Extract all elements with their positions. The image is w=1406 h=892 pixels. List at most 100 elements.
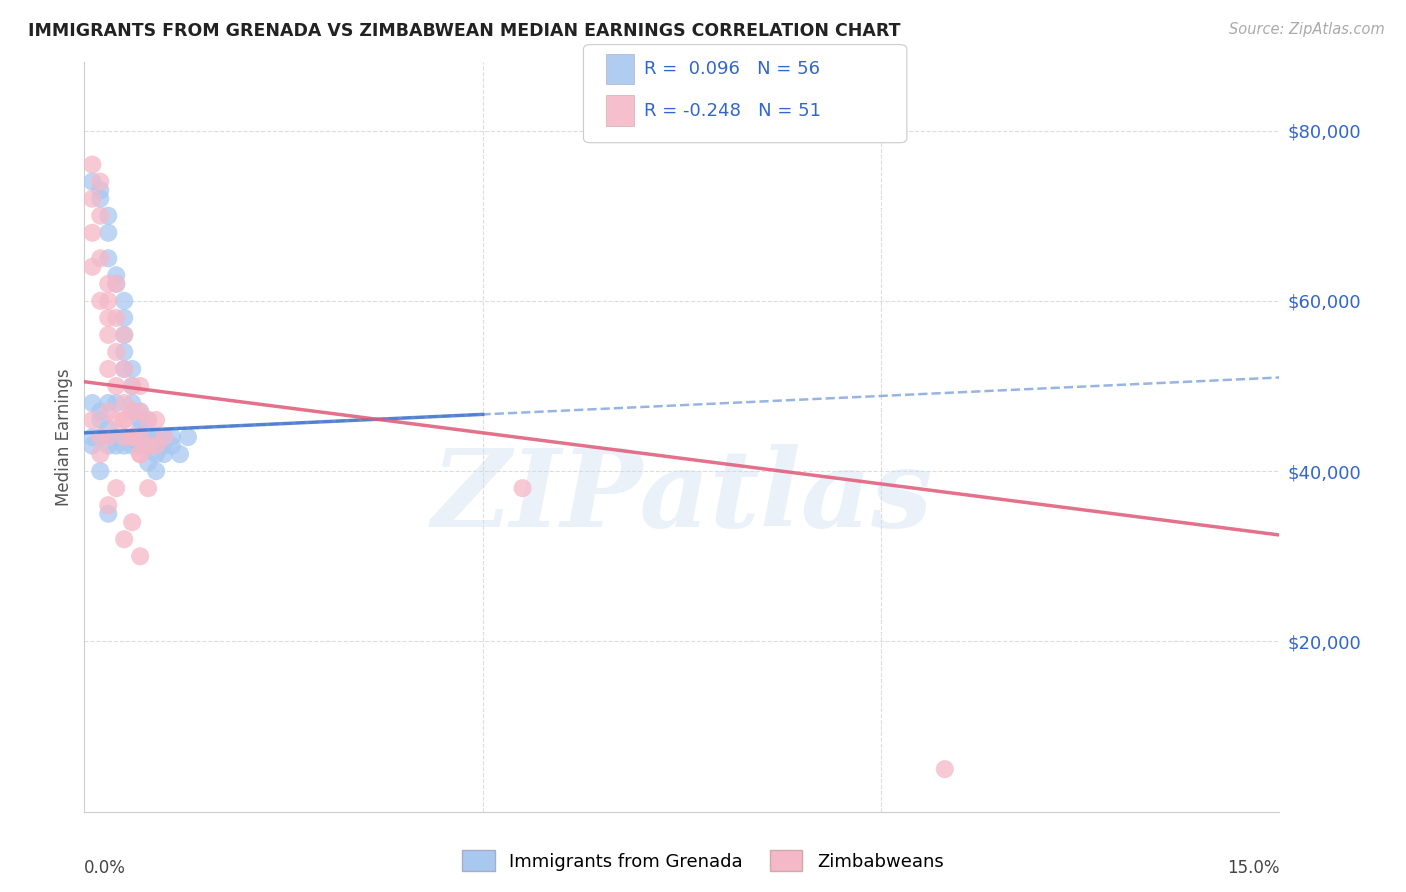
- Point: [89, 252, 111, 266]
- Point: [121, 404, 143, 418]
- Point: [97, 507, 120, 521]
- Point: [145, 439, 167, 453]
- Point: [97, 362, 120, 376]
- Point: [121, 430, 143, 444]
- Point: [136, 413, 159, 427]
- Point: [97, 310, 120, 325]
- Point: [112, 413, 135, 427]
- Point: [97, 430, 120, 444]
- Point: [89, 183, 111, 197]
- Point: [136, 456, 159, 470]
- Point: [112, 430, 135, 444]
- Point: [136, 439, 159, 453]
- Point: [82, 192, 104, 206]
- Legend: Immigrants from Grenada, Zimbabweans: Immigrants from Grenada, Zimbabweans: [456, 843, 950, 879]
- Point: [129, 404, 152, 418]
- Point: [112, 327, 135, 342]
- Point: [121, 379, 143, 393]
- Text: IMMIGRANTS FROM GRENADA VS ZIMBABWEAN MEDIAN EARNINGS CORRELATION CHART: IMMIGRANTS FROM GRENADA VS ZIMBABWEAN ME…: [28, 22, 901, 40]
- Point: [121, 362, 143, 376]
- Point: [136, 439, 159, 453]
- Point: [97, 327, 120, 342]
- Point: [145, 447, 167, 461]
- Point: [129, 413, 152, 427]
- Point: [129, 447, 152, 461]
- Point: [934, 762, 956, 776]
- Point: [129, 430, 152, 444]
- Text: R =  0.096   N = 56: R = 0.096 N = 56: [644, 60, 820, 78]
- Text: ZIPatlas: ZIPatlas: [432, 444, 932, 550]
- Point: [145, 430, 167, 444]
- Point: [145, 439, 167, 453]
- Point: [512, 481, 534, 495]
- Point: [112, 362, 135, 376]
- Point: [112, 310, 135, 325]
- Point: [105, 430, 128, 444]
- Point: [89, 209, 111, 223]
- Point: [82, 396, 104, 410]
- Text: R = -0.248   N = 51: R = -0.248 N = 51: [644, 102, 821, 120]
- Point: [112, 439, 135, 453]
- Point: [121, 379, 143, 393]
- Point: [97, 396, 120, 410]
- Point: [160, 439, 183, 453]
- Point: [160, 430, 183, 444]
- Point: [97, 226, 120, 240]
- Point: [97, 209, 120, 223]
- Point: [129, 447, 152, 461]
- Point: [105, 396, 128, 410]
- Point: [97, 421, 120, 435]
- Point: [121, 404, 143, 418]
- Point: [82, 430, 104, 444]
- Point: [97, 439, 120, 453]
- Point: [89, 293, 111, 308]
- Point: [112, 293, 135, 308]
- Point: [112, 430, 135, 444]
- Point: [129, 439, 152, 453]
- Point: [112, 327, 135, 342]
- Point: [121, 439, 143, 453]
- Point: [105, 268, 128, 283]
- Point: [89, 192, 111, 206]
- Point: [89, 175, 111, 189]
- Point: [129, 421, 152, 435]
- Point: [89, 430, 111, 444]
- Point: [105, 481, 128, 495]
- Point: [129, 430, 152, 444]
- Text: 15.0%: 15.0%: [1227, 858, 1279, 877]
- Point: [105, 277, 128, 291]
- Point: [121, 430, 143, 444]
- Point: [89, 464, 111, 478]
- Point: [105, 439, 128, 453]
- Point: [136, 413, 159, 427]
- Point: [153, 430, 176, 444]
- Point: [97, 498, 120, 512]
- Point: [153, 447, 176, 461]
- Point: [89, 447, 111, 461]
- Point: [112, 362, 135, 376]
- Point: [177, 430, 200, 444]
- Point: [97, 252, 120, 266]
- Point: [129, 404, 152, 418]
- Point: [145, 413, 167, 427]
- Point: [169, 447, 191, 461]
- Point: [129, 549, 152, 564]
- Point: [112, 396, 135, 410]
- Point: [121, 396, 143, 410]
- Point: [82, 260, 104, 274]
- Point: [129, 379, 152, 393]
- Point: [105, 413, 128, 427]
- Point: [121, 430, 143, 444]
- Point: [97, 277, 120, 291]
- Point: [153, 430, 176, 444]
- Point: [105, 310, 128, 325]
- Text: 0.0%: 0.0%: [84, 858, 127, 877]
- Point: [153, 439, 176, 453]
- Point: [136, 430, 159, 444]
- Point: [82, 413, 104, 427]
- Point: [105, 345, 128, 359]
- Point: [105, 379, 128, 393]
- Point: [89, 430, 111, 444]
- Point: [112, 345, 135, 359]
- Point: [105, 277, 128, 291]
